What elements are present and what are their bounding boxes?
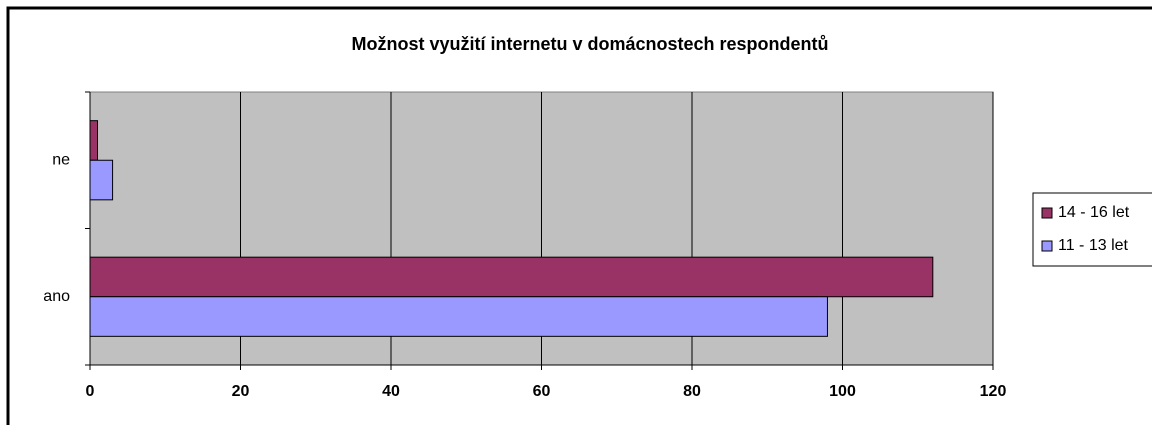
chart-title: Možnost využití internetu v domácnostech… xyxy=(351,34,828,54)
y-tick-label: ano xyxy=(43,288,70,305)
x-tick-label: 0 xyxy=(86,383,95,400)
legend-label: 11 - 13 let xyxy=(1058,237,1129,254)
x-tick-label: 60 xyxy=(533,383,551,400)
y-tick-label: ne xyxy=(52,151,70,168)
bar xyxy=(89,256,934,298)
legend-box xyxy=(1032,192,1152,267)
legend-swatch xyxy=(1041,207,1053,219)
bar xyxy=(89,296,828,337)
x-tick-label: 120 xyxy=(980,383,1007,400)
bar xyxy=(89,120,99,161)
legend-swatch xyxy=(1041,240,1053,252)
legend-label: 14 - 16 let xyxy=(1058,204,1130,221)
x-tick-label: 100 xyxy=(829,383,856,400)
x-tick-label: 80 xyxy=(683,383,701,400)
x-tick-label: 20 xyxy=(232,383,250,400)
bar xyxy=(89,159,114,201)
x-tick-label: 40 xyxy=(382,383,400,400)
